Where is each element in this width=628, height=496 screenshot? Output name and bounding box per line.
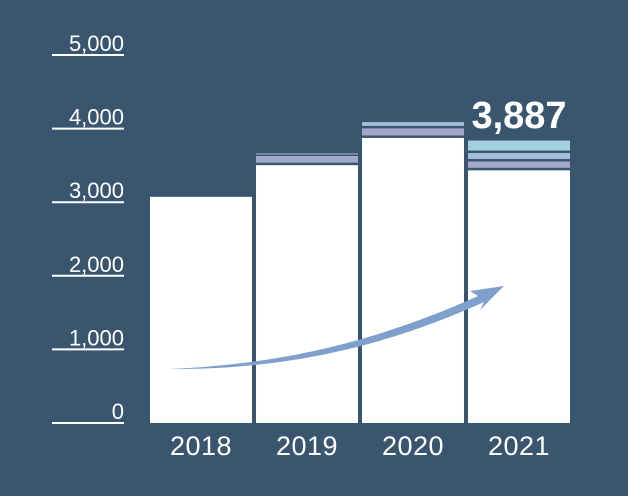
bar-segment xyxy=(256,153,358,155)
bar-segment xyxy=(150,196,252,423)
bar-segment xyxy=(362,122,464,126)
bar-segment xyxy=(468,140,570,151)
bar-segment xyxy=(468,161,570,168)
y-tick-label: 2,000 xyxy=(69,252,124,277)
bar-segment xyxy=(362,137,464,424)
x-category-label: 2019 xyxy=(276,431,338,461)
bar-segment xyxy=(256,165,358,424)
x-axis: 2018 2019 2020 2021 xyxy=(170,431,550,461)
x-category-label: 2021 xyxy=(488,431,550,461)
y-tick-label: 5,000 xyxy=(69,31,124,56)
x-category-label: 2020 xyxy=(382,431,444,461)
bar-segment xyxy=(468,153,570,159)
y-tick-label: 4,000 xyxy=(69,105,124,130)
x-category-label: 2018 xyxy=(170,431,232,461)
bar-segment xyxy=(362,128,464,136)
y-tick-label: 0 xyxy=(112,399,124,424)
y-axis: 0 1,000 2,000 3,000 4,000 5,000 xyxy=(52,31,124,424)
total-callout-label: 3,887 xyxy=(471,95,566,137)
y-tick-label: 1,000 xyxy=(69,325,124,350)
bar-segment xyxy=(256,155,358,163)
bars xyxy=(150,122,570,424)
y-tick-label: 3,000 xyxy=(69,178,124,203)
